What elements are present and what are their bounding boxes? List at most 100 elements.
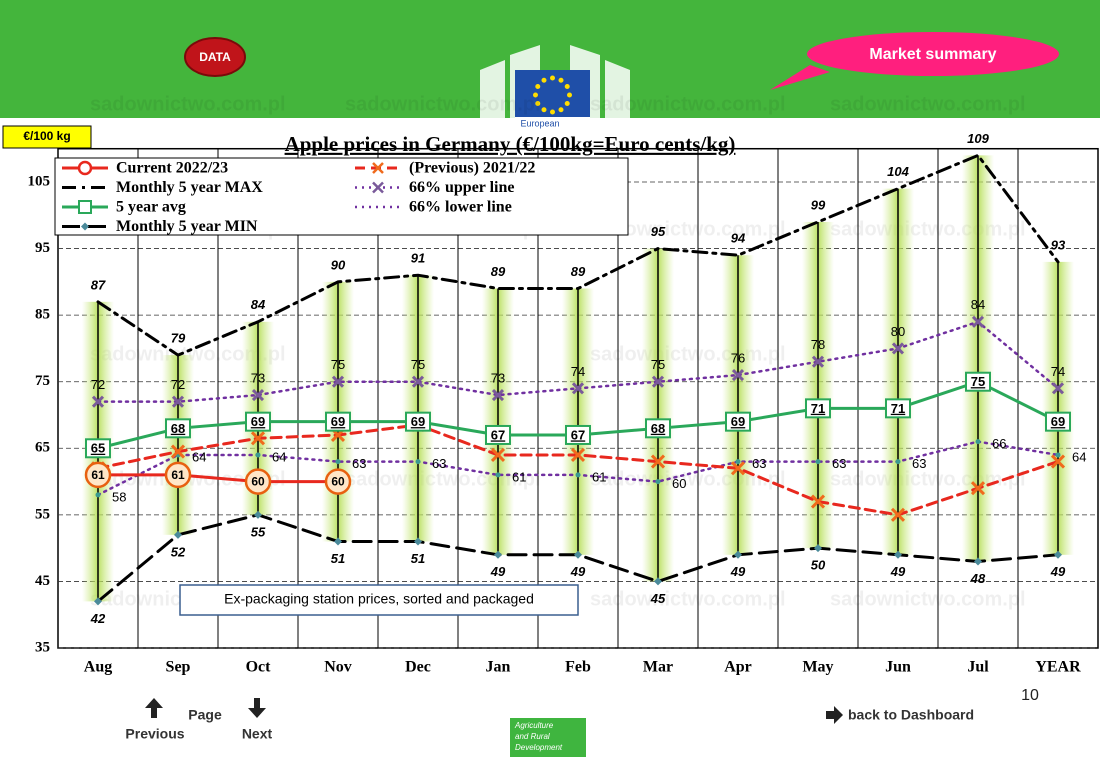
legend-marker [78, 200, 92, 214]
data-label: 75 [331, 357, 345, 372]
chart: 35 45 55 65 75 85 95 105 Aug Sep Oct Nov Dec Jan Feb Ma… [28, 131, 1099, 676]
legend-label: 66% upper line [409, 179, 515, 196]
data-button[interactable]: DATA [184, 37, 246, 77]
data-label: 76 [731, 350, 745, 365]
data-label: 63 [912, 456, 926, 471]
data-label: 63 [752, 456, 766, 471]
data-label: 49 [890, 564, 906, 579]
star [558, 77, 564, 83]
dg-box [510, 718, 586, 757]
marker [1055, 452, 1061, 458]
dg-text: and Rural [515, 732, 550, 741]
next-label[interactable]: Next [242, 726, 273, 742]
data-label: 84 [971, 297, 985, 312]
x-tick-label: Jun [885, 659, 911, 676]
x-tick-label: Mar [643, 659, 673, 676]
star [533, 92, 538, 98]
marker [1045, 411, 1071, 432]
data-label: 95 [651, 224, 666, 239]
data-label: 67 [491, 427, 505, 442]
data-label: 73 [251, 370, 265, 385]
legend-marker [77, 160, 93, 176]
marker [651, 375, 665, 388]
marker [811, 355, 825, 368]
data-label: 51 [411, 551, 425, 566]
star [550, 109, 555, 115]
data-label: 65 [91, 441, 105, 456]
x-tick-label: Sep [166, 659, 191, 676]
data-label: 63 [352, 456, 366, 471]
data-label: 73 [491, 370, 505, 385]
market-summary-button[interactable]: Market summary [770, 32, 1059, 90]
marker [324, 468, 352, 495]
star [550, 75, 555, 81]
marker [654, 577, 662, 586]
legend-label: 66% lower line [409, 199, 512, 216]
x-tick-label: Jul [967, 659, 989, 676]
marker [575, 472, 581, 478]
marker [251, 388, 265, 402]
marker [244, 468, 272, 495]
data-label: 71 [811, 401, 825, 416]
marker [95, 492, 101, 498]
y-tick-label: 55 [35, 506, 50, 522]
data-label: 64 [1072, 449, 1086, 464]
marker [164, 461, 192, 489]
data-label: 104 [887, 164, 909, 179]
x-tick-label: Oct [246, 659, 272, 676]
data-label: 61 [592, 469, 606, 484]
data-label: 68 [171, 421, 185, 436]
marker [971, 315, 985, 328]
data-label: 69 [1051, 414, 1065, 429]
data-label: 60 [331, 475, 345, 489]
market-summary-label[interactable]: Market summary [869, 46, 996, 63]
data-label: 49 [490, 564, 506, 579]
page-nav: Page Previous Next back to Dashboard 10 … [125, 687, 1039, 757]
marker [645, 418, 671, 439]
data-label: 69 [251, 414, 265, 429]
marker [974, 557, 982, 566]
marker [245, 411, 271, 432]
data-label: 61 [91, 468, 105, 482]
marker [965, 371, 991, 392]
data-label: 51 [331, 551, 345, 566]
data-label: 49 [570, 564, 586, 579]
data-label: 99 [811, 197, 826, 212]
data-label: 75 [651, 357, 665, 372]
data-label: 69 [331, 414, 345, 429]
marker [565, 424, 591, 445]
marker [574, 550, 582, 559]
marker [1050, 454, 1066, 469]
legend-marker [372, 181, 384, 194]
data-label: 74 [1051, 364, 1065, 379]
data-button-label[interactable]: DATA [199, 50, 231, 64]
x-tick-label: May [802, 659, 833, 676]
marker [414, 537, 422, 546]
y-tick-label: 95 [35, 240, 50, 256]
marker [494, 550, 502, 559]
marker [411, 375, 425, 388]
star [535, 84, 541, 89]
annotation-box [179, 584, 579, 616]
star [564, 84, 570, 89]
marker [970, 481, 986, 496]
data-label: 68 [651, 421, 665, 436]
next-arrow[interactable] [248, 698, 266, 718]
watermark: sadownictwo.com.pl [830, 588, 1026, 610]
previous-label[interactable]: Previous [125, 726, 184, 742]
star [558, 107, 564, 113]
legend-box [54, 157, 629, 236]
marker [571, 382, 585, 395]
dashboard-arrow[interactable] [826, 706, 843, 724]
star [541, 77, 547, 83]
previous-arrow[interactable] [145, 698, 163, 718]
marker [735, 459, 741, 465]
watermark: sadownictwo.com.pl [590, 343, 786, 365]
x-tick-label: Apr [724, 659, 752, 676]
dashboard-link[interactable]: back to Dashboard [848, 707, 974, 723]
marker [84, 461, 112, 489]
data-label: 61 [171, 468, 185, 482]
star [564, 101, 570, 106]
data-label: 61 [512, 469, 526, 484]
legend-label: (Previous) 2021/22 [409, 160, 535, 177]
